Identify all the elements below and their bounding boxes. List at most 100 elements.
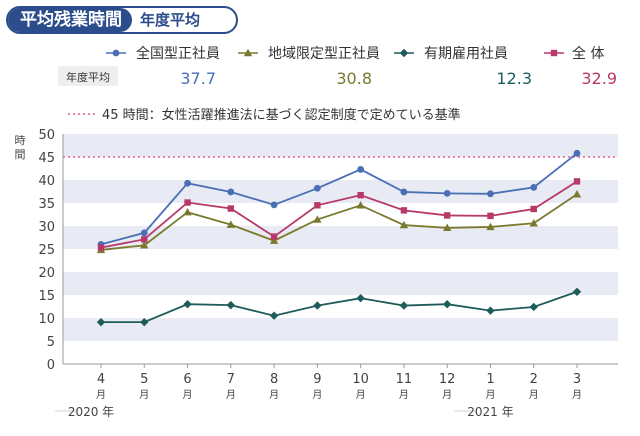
- grid-band: [63, 134, 618, 157]
- data-point: [442, 223, 452, 232]
- series-line: [100, 193, 578, 251]
- x-tick-label: 4: [97, 372, 105, 387]
- title-pill: 平均残業時間 年度平均: [6, 6, 238, 34]
- data-point: [399, 220, 409, 229]
- series-line: [100, 152, 578, 246]
- data-point: [140, 241, 149, 249]
- data-point: [356, 201, 365, 209]
- page-title: 平均残業時間: [8, 8, 132, 32]
- x-tick-label: 9: [313, 372, 321, 387]
- data-point: [313, 215, 322, 223]
- data-point: [573, 178, 581, 185]
- y-axis-label: 時: [15, 134, 26, 147]
- y-axis-label: 間: [15, 148, 26, 161]
- legend-marker: [243, 48, 253, 57]
- x-tick-unit: 月: [572, 389, 582, 401]
- x-tick-unit: 月: [183, 389, 193, 401]
- x-tick-label: 11: [396, 372, 413, 387]
- data-point: [140, 229, 148, 237]
- x-tick-label: 1: [486, 372, 494, 387]
- x-tick-label: 10: [352, 372, 369, 387]
- avg-label: 年度平均: [66, 70, 110, 84]
- data-point: [313, 184, 321, 192]
- legend-marker: [399, 48, 409, 58]
- data-point: [442, 300, 452, 309]
- y-tick-label: 30: [38, 220, 55, 235]
- data-point: [530, 183, 538, 191]
- data-point: [96, 317, 106, 327]
- series-line: [100, 180, 578, 249]
- data-point: [572, 190, 582, 198]
- data-point: [573, 149, 581, 157]
- annual-average-value: 12.3: [496, 69, 532, 88]
- x-tick-unit: 月: [442, 389, 452, 401]
- series-line: [101, 290, 578, 324]
- grid-band: [63, 318, 618, 341]
- x-tick-unit: 月: [399, 389, 409, 401]
- y-tick-label: 25: [38, 243, 55, 258]
- data-point: [227, 205, 235, 212]
- y-tick-label: 5: [47, 335, 55, 350]
- data-point: [269, 311, 279, 320]
- annual-average-value: 32.9: [581, 69, 617, 88]
- y-tick-label: 50: [38, 128, 55, 143]
- data-point: [529, 302, 538, 312]
- x-tick-label: 8: [270, 372, 278, 387]
- x-tick-label: 6: [183, 372, 191, 387]
- x-tick-unit: 月: [312, 389, 322, 401]
- data-point: [183, 208, 192, 216]
- data-point: [97, 244, 105, 251]
- legend-marker: [112, 49, 120, 57]
- data-point: [227, 188, 235, 196]
- data-point: [184, 199, 191, 206]
- data-point: [399, 301, 409, 310]
- y-tick-label: 20: [38, 266, 55, 281]
- data-point: [486, 222, 495, 231]
- annual-average-value: 37.7: [180, 69, 216, 88]
- data-point: [400, 207, 408, 214]
- x-tick-unit: 月: [139, 389, 149, 401]
- legend-label: 有期雇用社員: [424, 45, 508, 62]
- y-tick-label: 35: [38, 197, 55, 212]
- y-tick-label: 10: [38, 312, 55, 327]
- data-point: [314, 202, 321, 209]
- x-tick-unit: 月: [269, 389, 279, 401]
- data-point: [572, 287, 582, 296]
- x-tick-unit: 月: [485, 389, 495, 401]
- data-point: [357, 191, 364, 199]
- data-point: [443, 189, 451, 197]
- period-tab: 年度平均: [140, 11, 201, 29]
- y-tick-label: 45: [38, 151, 55, 166]
- legend-marker: [550, 49, 558, 57]
- year-label: 2021 年: [467, 405, 513, 419]
- y-tick-label: 40: [38, 174, 55, 189]
- grid-band: [63, 272, 618, 295]
- data-point: [140, 317, 149, 327]
- grid-band: [63, 226, 618, 249]
- x-tick-unit: 月: [356, 389, 366, 401]
- x-tick-label: 7: [227, 372, 235, 387]
- data-point: [226, 300, 236, 310]
- legend-label: 全国型正社員: [136, 45, 220, 62]
- data-point: [141, 236, 148, 243]
- data-point: [270, 201, 278, 209]
- year-label: 2020 年: [68, 405, 114, 419]
- reference-label: 45 時間：女性活躍推進法に基づく認定制度で定めている基準: [102, 107, 461, 123]
- data-point: [400, 188, 408, 196]
- data-point: [356, 294, 365, 303]
- x-tick-unit: 月: [96, 389, 106, 401]
- x-tick-unit: 月: [226, 389, 236, 401]
- x-tick-unit: 月: [529, 389, 539, 401]
- y-tick-label: 0: [47, 358, 55, 373]
- x-tick-label: 5: [140, 372, 148, 387]
- legend-label: 全 体: [572, 45, 604, 62]
- avg-label-bg: [58, 66, 118, 86]
- data-point: [530, 205, 537, 213]
- data-point: [270, 233, 278, 240]
- data-point: [529, 219, 538, 227]
- x-tick-label: 3: [573, 372, 581, 387]
- data-point: [443, 212, 451, 219]
- data-point: [487, 190, 494, 198]
- data-point: [357, 166, 365, 173]
